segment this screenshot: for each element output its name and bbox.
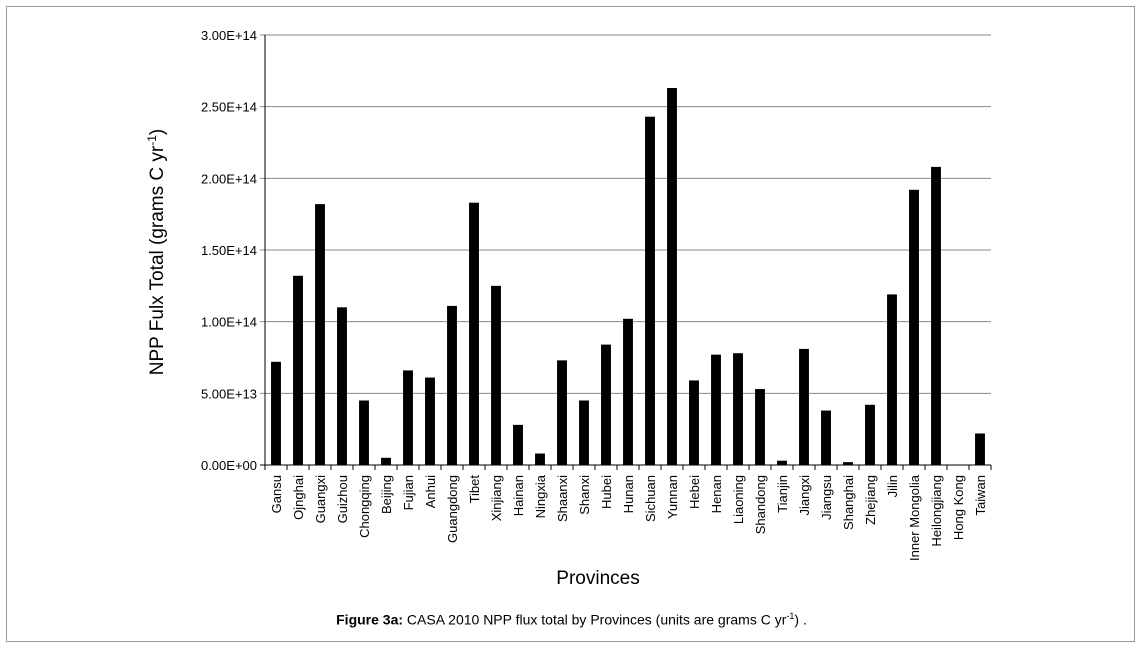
x-tick-label: Inner Mongolia bbox=[907, 474, 922, 561]
x-tick-label: Hainan bbox=[511, 475, 526, 516]
bar-hubei bbox=[601, 344, 611, 465]
x-tick-label: Guizhou bbox=[335, 475, 350, 523]
bar-hainan bbox=[513, 424, 523, 465]
x-tick-label: Tibet bbox=[467, 475, 482, 504]
bar-hunan bbox=[623, 318, 633, 465]
caption-text: CASA 2010 NPP flux total by Provinces (u… bbox=[403, 611, 787, 628]
x-tick-labels: Gansu Ojnghai Guangxi Guizhou Chongqing Beiji… bbox=[264, 465, 992, 561]
figure-frame bbox=[6, 6, 1135, 642]
x-tick-label: Liaoning bbox=[731, 475, 746, 524]
x-tick-label: Beijing bbox=[379, 475, 394, 514]
bar-guizhou bbox=[337, 307, 347, 465]
bar-henan bbox=[711, 354, 721, 465]
y-tick-label: 0.00E+00 bbox=[201, 458, 257, 473]
x-tick-label: Shaanxi bbox=[555, 475, 570, 522]
x-tick-label: Shanghai bbox=[841, 475, 856, 530]
x-tick-label: Hubei bbox=[599, 475, 614, 509]
x-tick-label: Anhui bbox=[423, 475, 438, 508]
bar-shandong bbox=[755, 389, 765, 465]
x-tick-label: Fujian bbox=[401, 475, 416, 510]
bar-taiwan bbox=[975, 433, 985, 465]
y-tick-label: 3.00E+14 bbox=[201, 28, 257, 43]
x-tick-label: Sichuan bbox=[643, 475, 658, 522]
bar-ningxia bbox=[535, 453, 545, 465]
bar-chongqing bbox=[359, 400, 369, 465]
y-tick-label: 2.50E+14 bbox=[201, 100, 257, 115]
bar-jilin bbox=[887, 294, 897, 465]
caption-sup: -1 bbox=[786, 611, 795, 621]
x-tick-label: Jilin bbox=[885, 475, 900, 497]
bar-shanghai bbox=[843, 462, 853, 465]
x-tick-label: Ningxia bbox=[533, 474, 548, 518]
bar-jiangsu bbox=[821, 410, 831, 465]
bars bbox=[271, 88, 985, 466]
bar-guangxi bbox=[315, 204, 325, 465]
bar-shanxi bbox=[579, 400, 589, 465]
x-tick-label: Shandong bbox=[753, 475, 768, 534]
bar-ojnghai bbox=[293, 275, 303, 465]
bar-shaanxi bbox=[557, 360, 567, 465]
bar-xinjiang bbox=[491, 285, 501, 465]
x-tick-label: Ojnghai bbox=[291, 475, 306, 520]
y-tick-label: 5.00E+13 bbox=[201, 386, 257, 401]
bar-guangdong bbox=[447, 305, 457, 465]
bar-gansu bbox=[271, 361, 281, 465]
caption-end: ) . bbox=[794, 611, 807, 628]
bar-beijing bbox=[381, 457, 391, 465]
figure-caption: Figure 3a: CASA 2010 NPP flux total by P… bbox=[0, 611, 1143, 628]
caption-label: Figure 3a: bbox=[336, 611, 404, 628]
bar-zhejiang bbox=[865, 404, 875, 465]
bar-yunnan bbox=[667, 88, 677, 466]
y-tick-label: 1.50E+14 bbox=[201, 243, 257, 258]
x-tick-label: Jiangxi bbox=[797, 475, 812, 516]
x-tick-label: Hong Kong bbox=[951, 475, 966, 540]
x-tick-label: Hunan bbox=[621, 475, 636, 513]
bar-jiangxi bbox=[799, 348, 809, 465]
x-tick-label: Yunnan bbox=[665, 475, 680, 519]
x-axis-label: Provinces bbox=[556, 568, 639, 589]
x-tick-label: Shanxi bbox=[577, 475, 592, 515]
y-tick-label: 1.00E+14 bbox=[201, 315, 257, 330]
x-tick-label: Jiangsu bbox=[819, 475, 834, 520]
x-tick-label: Hebei bbox=[687, 475, 702, 509]
x-tick-label: Xinjiang bbox=[489, 475, 504, 521]
x-tick-label: Chongqing bbox=[357, 475, 372, 538]
x-tick-label: Tianjin bbox=[775, 475, 790, 513]
bar-hebei bbox=[689, 380, 699, 465]
bar-anhui bbox=[425, 377, 435, 465]
y-tick-labels: 0.00E+00 5.00E+13 1.00E+14 1.50E+14 2.00E+14… bbox=[201, 28, 257, 473]
x-tick-label: Taiwan bbox=[973, 475, 988, 515]
x-tick-label: Henan bbox=[709, 475, 724, 513]
bar-tibet bbox=[469, 202, 479, 465]
y-axis-label: NPP Fulx Total (grams C yr-1) bbox=[145, 129, 168, 375]
bar-inner-mongolia bbox=[909, 189, 919, 466]
bar-liaoning bbox=[733, 353, 743, 465]
x-tick-label: Gansu bbox=[269, 475, 284, 513]
bar-heilongjiang bbox=[931, 166, 941, 465]
x-tick-label: Guangxi bbox=[313, 475, 328, 524]
bar-sichuan bbox=[645, 116, 655, 465]
y-tick-label: 2.00E+14 bbox=[201, 171, 257, 186]
bar-tianjin bbox=[777, 460, 787, 465]
x-tick-label: Zhejiang bbox=[863, 475, 878, 525]
bar-fujian bbox=[403, 370, 413, 465]
x-tick-label: Heilongjiang bbox=[929, 475, 944, 547]
x-tick-label: Guangdong bbox=[445, 475, 460, 543]
